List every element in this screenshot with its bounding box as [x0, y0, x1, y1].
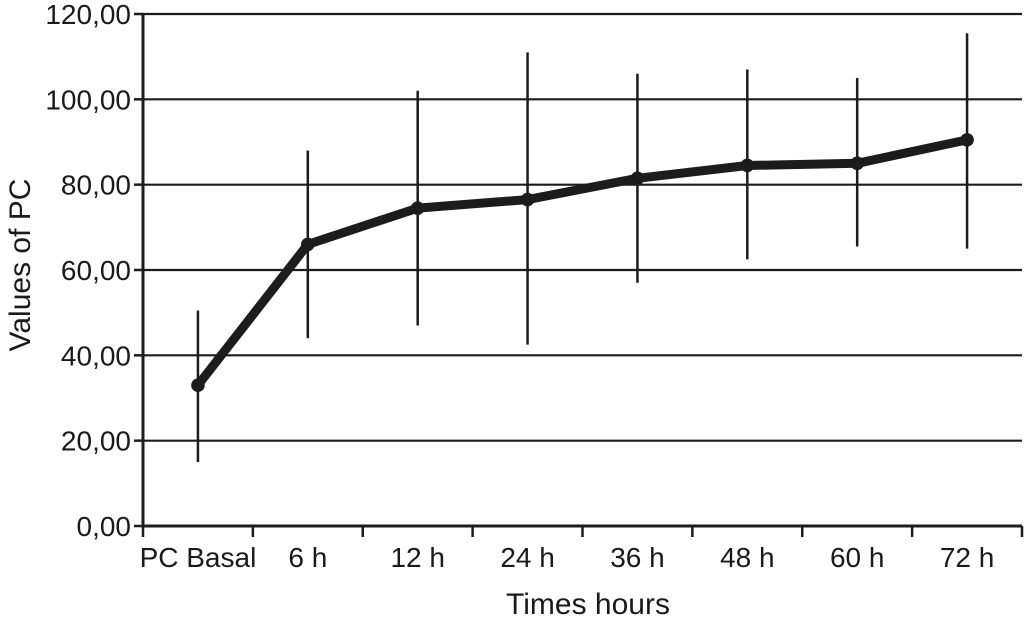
data-line: [193, 135, 972, 390]
y-tick-label: 120,00: [45, 0, 131, 30]
data-point-marker: [410, 201, 425, 215]
x-category-label: 12 h: [390, 542, 445, 573]
y-tick-label: 100,00: [45, 84, 131, 115]
y-tick-label: 20,00: [61, 426, 131, 457]
x-axis-ticks: [141, 526, 1024, 537]
y-tick-label: 40,00: [61, 340, 131, 371]
x-category-label: 48 h: [720, 542, 775, 573]
data-point-marker: [850, 156, 864, 171]
y-tick-label: 0,00: [77, 511, 132, 542]
x-category-label: PC Basal: [140, 542, 257, 573]
x-category-label: 6 h: [288, 542, 327, 573]
data-point-marker: [191, 378, 205, 393]
data-point-marker: [520, 192, 535, 207]
y-tick-label: 60,00: [61, 255, 131, 286]
data-points: [191, 133, 974, 393]
y-tick-label: 80,00: [61, 170, 131, 201]
x-category-label: 36 h: [610, 542, 665, 573]
x-category-label: 72 h: [940, 542, 995, 573]
data-point-marker: [630, 171, 645, 186]
x-axis-category-labels: PC Basal 6 h 12 h 24 h 36 h 48 h 60 h 72 h: [140, 542, 995, 573]
data-point-marker: [740, 158, 755, 173]
data-point-marker: [960, 133, 974, 147]
x-category-label: 24 h: [500, 542, 555, 573]
x-category-label: 60 h: [830, 542, 885, 573]
x-axis-title: Times hours: [506, 588, 670, 621]
axes: [141, 14, 1022, 528]
data-point-marker: [301, 237, 315, 252]
gridlines: [143, 12, 1022, 442]
y-axis-title: Values of PC: [4, 179, 37, 352]
y-axis-tick-labels: 0,00 20,00 40,00 60,00 80,00 100,00 120,00: [45, 0, 131, 542]
